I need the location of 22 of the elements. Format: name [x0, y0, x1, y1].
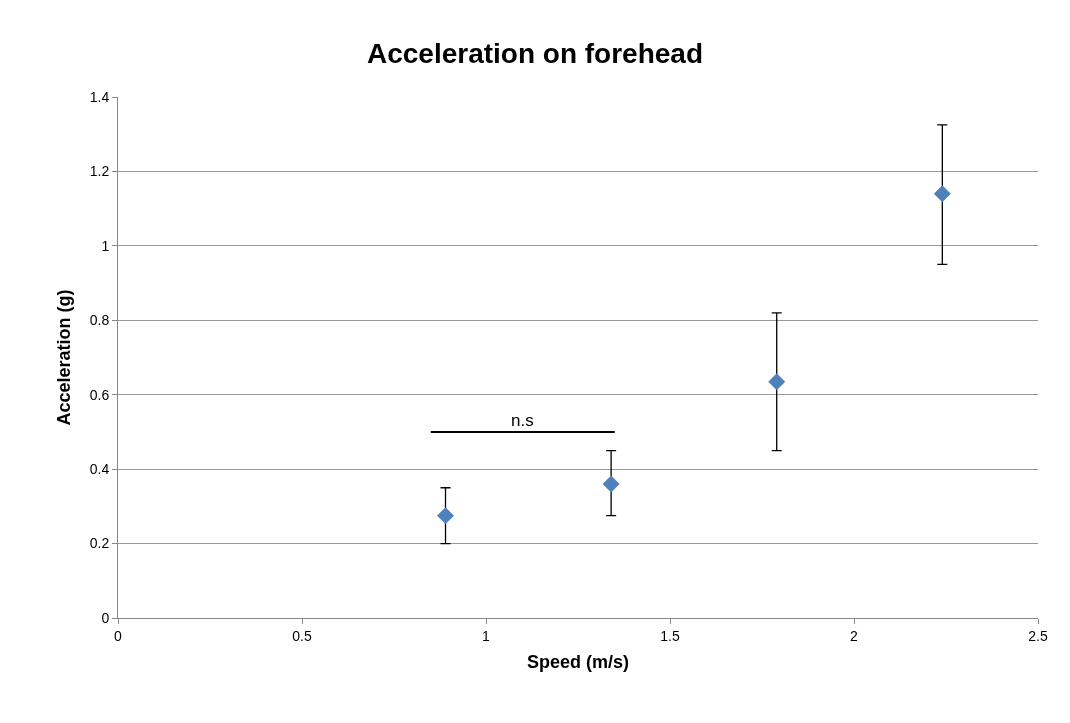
y-tick-label: 0.2	[89, 535, 110, 552]
y-tick-label: 1.4	[89, 88, 110, 105]
point	[437, 507, 454, 525]
x-tick-label: 2.5	[1028, 627, 1048, 644]
point	[768, 373, 786, 391]
chart-title: Acceleration on forehead	[366, 37, 704, 69]
x-tick-label: 0.5	[292, 627, 312, 644]
x-axis-title: Speed (m/s)	[526, 651, 630, 672]
x-tick-label: 2	[850, 627, 859, 644]
point	[933, 185, 951, 203]
y-tick-label: 0	[101, 609, 110, 626]
y-tick-label: 0.6	[89, 386, 110, 403]
y-tick-label: 1	[101, 237, 110, 254]
x-tick-label: 1	[482, 627, 491, 644]
annotation: n.s	[511, 411, 534, 430]
y-tick-label: 1.2	[89, 163, 110, 180]
y-tick-label: 0.8	[89, 312, 110, 329]
x-tick-label: 0	[114, 627, 123, 644]
x-tick-label: 1.5	[660, 627, 680, 644]
y-axis-title: Acceleration (g)	[53, 289, 74, 426]
y-tick-label: 0.4	[89, 461, 110, 478]
point	[602, 475, 620, 493]
